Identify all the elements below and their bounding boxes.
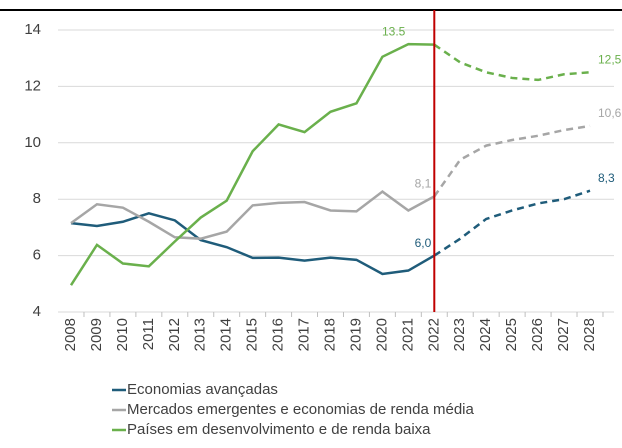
x-tick-label: 2023 bbox=[451, 318, 468, 351]
series-line-forecast bbox=[433, 43, 591, 82]
y-tick-label: 14 bbox=[24, 21, 41, 38]
x-tick-label: 2024 bbox=[477, 318, 494, 351]
x-tick-label: 2012 bbox=[166, 318, 183, 351]
data-label: 10,6 bbox=[598, 106, 622, 120]
data-label: 13.5 bbox=[382, 24, 406, 38]
legend-label: Economias avançadas bbox=[127, 381, 278, 398]
series-line-forecast bbox=[433, 189, 591, 257]
x-tick-label: 2019 bbox=[347, 318, 364, 351]
x-tick-label: 2015 bbox=[244, 318, 261, 351]
series-line bbox=[69, 42, 435, 286]
data-label: 6,0 bbox=[415, 236, 432, 250]
y-tick-label: 10 bbox=[24, 134, 41, 151]
series-line bbox=[70, 211, 435, 276]
y-tick-label: 6 bbox=[33, 247, 41, 264]
x-tick-label: 2026 bbox=[529, 318, 546, 351]
x-tick-label: 2020 bbox=[373, 318, 390, 351]
x-tick-label: 2025 bbox=[503, 318, 520, 351]
data-label: 8,1 bbox=[415, 177, 432, 191]
legend-label: Países em desenvolvimento e de renda bai… bbox=[127, 421, 431, 438]
series-line-forecast bbox=[433, 124, 591, 198]
data-label: 8,3 bbox=[598, 171, 615, 185]
x-tick-label: 2014 bbox=[218, 318, 235, 351]
x-tick-label: 2022 bbox=[425, 318, 442, 351]
y-tick-label: 4 bbox=[33, 303, 41, 320]
y-tick-label: 12 bbox=[24, 77, 41, 94]
x-tick-label: 2017 bbox=[296, 318, 313, 351]
x-tick-label: 2021 bbox=[399, 318, 416, 351]
x-tick-label: 2018 bbox=[321, 318, 338, 351]
legend-label: Mercados emergentes e economias de renda… bbox=[127, 401, 475, 418]
series-line bbox=[70, 190, 435, 240]
x-tick-label: 2010 bbox=[114, 318, 131, 351]
x-tick-label: 2027 bbox=[555, 318, 572, 351]
data-label: 12,5 bbox=[598, 52, 622, 66]
x-tick-label: 2008 bbox=[62, 318, 79, 351]
x-tick-label: 2011 bbox=[140, 318, 157, 350]
x-tick-label: 2009 bbox=[88, 318, 105, 351]
y-tick-label: 8 bbox=[33, 190, 41, 207]
x-tick-label: 2016 bbox=[270, 318, 287, 351]
x-tick-label: 2013 bbox=[192, 318, 209, 351]
x-tick-label: 2028 bbox=[581, 318, 598, 351]
